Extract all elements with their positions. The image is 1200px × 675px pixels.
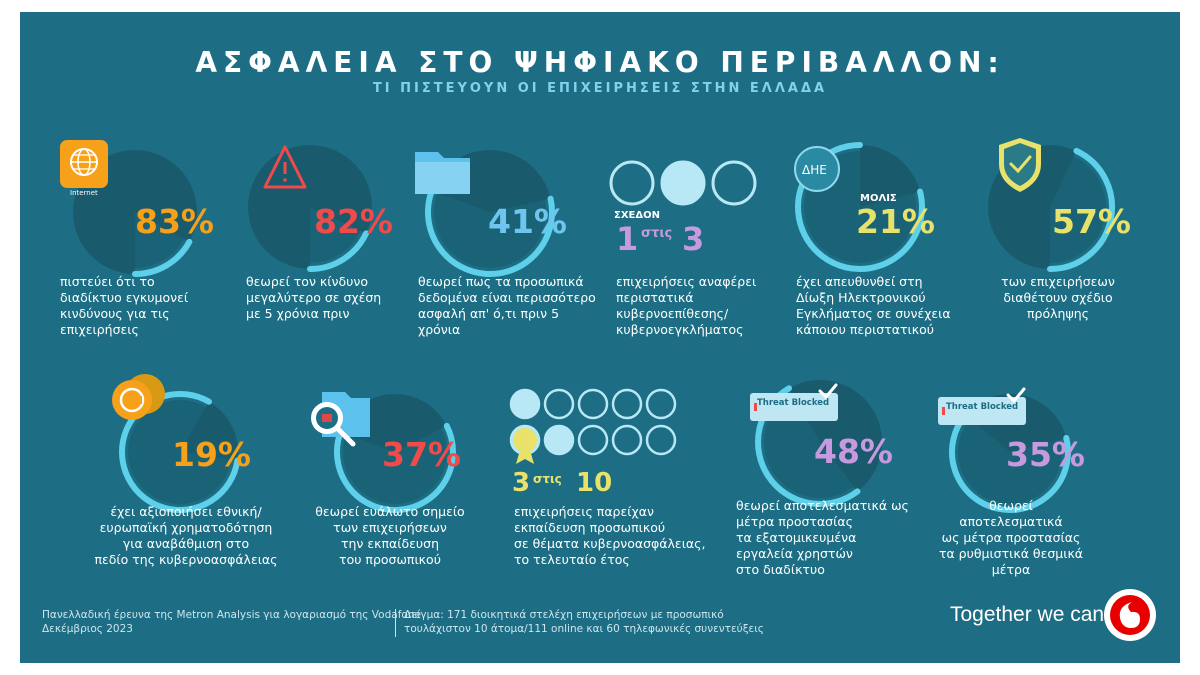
stat-description: επιχειρήσεις παρείχαν εκπαίδευση προσωπι… [514, 504, 706, 567]
ring-sector [860, 145, 921, 207]
magnifier-folder-icon [322, 414, 332, 422]
circle-grid-item [645, 388, 677, 420]
medal-icon [513, 428, 537, 452]
infographic-panel: ΑΣΦΑΛΕΙΑ ΣΤΟ ΨΗΦΙΑΚΟ ΠΕΡΙΒΑΛΛΟΝ: ΤΙ ΠΙΣΤ… [20, 12, 1180, 663]
ring-arc [949, 411, 1071, 513]
ring-arc [1047, 147, 1115, 272]
circle-grid-item [645, 424, 677, 456]
badge-label: Threat Blocked [757, 398, 830, 408]
coins-icon [119, 387, 145, 413]
check-icon [1006, 387, 1026, 404]
stat-description: έχει αξιοποιήσει εθνική/ ευρωπαϊκή χρημα… [94, 504, 278, 567]
stat-value: 83% [135, 202, 214, 241]
stat-description: επιχειρήσεις αναφέρει περιστατικά κυβερν… [616, 274, 757, 337]
brand-slogan: Together we can [950, 603, 1105, 626]
stat-numerator: 3 [512, 468, 531, 498]
circle-grid-item [543, 424, 575, 456]
magnifier-folder-icon [335, 426, 356, 447]
stat-connector: στις [641, 226, 673, 241]
stat-prefix: ΣΧΕΔΟΝ [614, 210, 660, 221]
stat-value: 37% [382, 435, 461, 474]
coins-icon [112, 380, 152, 420]
circle-grid-item [611, 388, 643, 420]
alert-mark-icon [942, 407, 945, 415]
ring-arc [119, 391, 241, 513]
stat-description: θεωρεί πως τα προσωπικά δεδομένα είναι π… [418, 274, 596, 337]
footer-divider [395, 609, 396, 637]
badge-icon [794, 146, 840, 192]
stat-description: θεωρεί αποτελεσματικά ως μέτρα προστασία… [938, 498, 1084, 577]
stat-description: θεωρεί τον κίνδυνο μεγαλύτερο σε σχέση μ… [246, 274, 382, 321]
icon-label: Internet [70, 189, 98, 197]
circles-icon [711, 160, 757, 206]
circle-grid-item [577, 388, 609, 420]
stat-description: θεωρεί αποτελεσματικά ως μέτρα προστασία… [736, 498, 909, 577]
ring-arc [425, 187, 555, 277]
stat-value: 19% [172, 435, 251, 474]
page-subtitle: ΤΙ ΠΙΣΤΕΥΟΥΝ ΟΙ ΕΠΙΧΕΙΡΗΣΕΙΣ ΣΤΗΝ ΕΛΛΑΔΑ [372, 81, 828, 96]
medal-icon [516, 450, 534, 464]
footer-source: Πανελλαδική έρευνα της Metron Analysis γ… [42, 609, 421, 635]
ring-arc [334, 422, 456, 513]
stat-value: 57% [1052, 202, 1131, 241]
stat-value: 41% [488, 202, 567, 241]
ring-arc [307, 230, 370, 272]
stat-description: έχει απευθυνθεί στη Δίωξη Ηλεκτρονικού Ε… [796, 274, 951, 337]
stat-prefix: ΜΟΛΙΣ [860, 193, 897, 204]
stat-denominator: 3 [682, 220, 705, 258]
stat-value: 48% [814, 432, 893, 471]
stat-numerator: 1 [616, 220, 639, 258]
stat-description: των επιχειρήσεων διαθέτουν σχέδιο πρόληψ… [1001, 274, 1115, 321]
stat-denominator: 10 [576, 468, 613, 498]
threat-blocked-card [750, 393, 838, 421]
circles-icon [609, 160, 655, 206]
warning-icon [263, 145, 307, 189]
circle-grid-item [509, 388, 541, 420]
stat-description: πιστεύει ότι το διαδίκτυο εγκυμονεί κινδ… [60, 274, 189, 337]
check-icon [818, 383, 838, 400]
stat-description: θεωρεί ευάλωτο σημείο των επιχειρήσεων τ… [315, 504, 465, 567]
stat-value: 21% [856, 202, 935, 241]
shield-check-icon [1004, 143, 1036, 186]
shield-check-icon [1009, 155, 1032, 174]
stat-connector: στις [533, 472, 562, 486]
circles-icon [660, 160, 706, 206]
vodafone-logo [1119, 602, 1140, 628]
threat-blocked-card [938, 397, 1026, 425]
globe-icon [60, 140, 108, 188]
ring-sector [248, 144, 372, 269]
ring-sector [180, 401, 238, 461]
badge-label: Threat Blocked [946, 402, 1019, 412]
badge-label: ΔΗΕ [802, 163, 827, 177]
stat-value: 82% [314, 202, 393, 241]
footer-sample: Δείγμα: 171 διοικητικά στελέχη επιχειρήσ… [404, 609, 764, 635]
circle-grid-item [577, 424, 609, 456]
graphics-layer [60, 138, 1156, 641]
stat-value: 35% [1006, 435, 1085, 474]
page-title: ΑΣΦΑΛΕΙΑ ΣΤΟ ΨΗΦΙΑΚΟ ΠΕΡΙΒΑΛΛΟΝ: [195, 46, 1005, 79]
ring-arc [132, 238, 193, 277]
circle-grid-item [543, 388, 575, 420]
coins-icon [134, 396, 142, 404]
warning-icon [283, 178, 287, 182]
folder-icon [415, 162, 470, 194]
circle-grid-item [611, 424, 643, 456]
alert-mark-icon [754, 403, 757, 411]
